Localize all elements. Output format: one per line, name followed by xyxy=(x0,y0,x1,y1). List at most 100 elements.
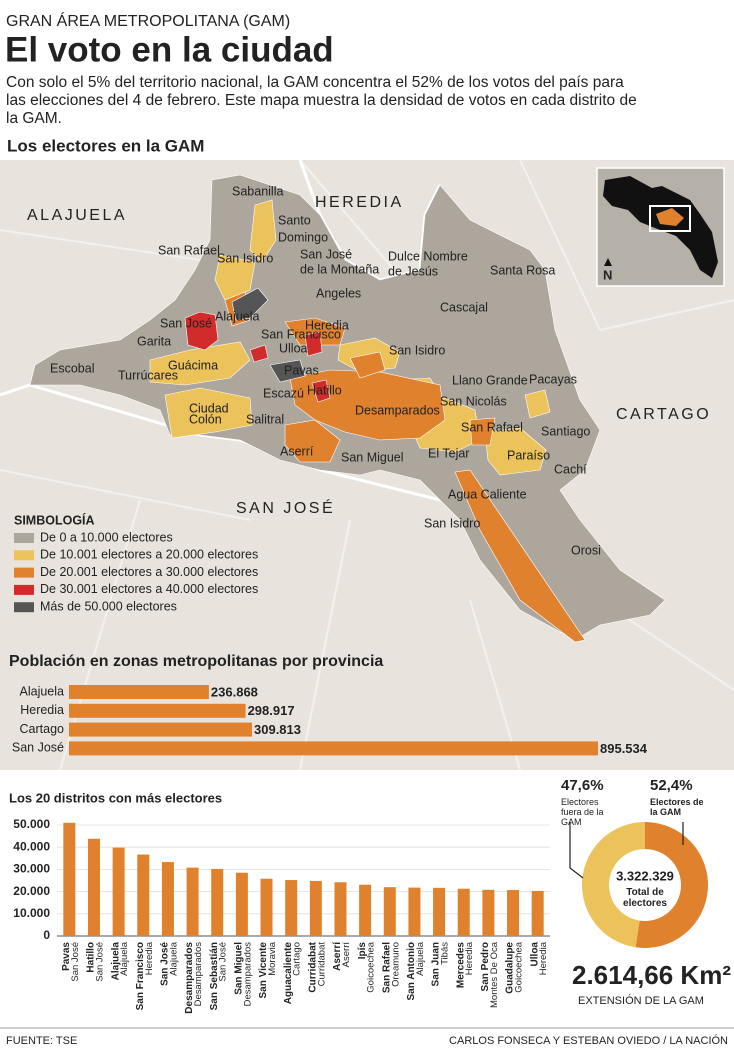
x-tick-label: Aguacaliente xyxy=(283,942,294,1005)
map-region xyxy=(184,311,219,351)
map-region xyxy=(484,427,547,476)
legend-label: De 0 a 10.000 electores xyxy=(40,530,173,544)
x-tick-sublabel: Aserrí xyxy=(341,942,352,968)
map-region xyxy=(249,344,269,363)
legend-title: SIMBOLOGÍA xyxy=(14,512,95,527)
intro-line: la GAM. xyxy=(6,110,62,127)
x-tick-label: Ipís xyxy=(357,942,368,960)
x-tick-sublabel: Curridabat xyxy=(316,942,327,987)
bar xyxy=(531,890,544,936)
bar xyxy=(260,878,273,936)
bar xyxy=(211,868,224,936)
province-label: HEREDIA xyxy=(315,194,404,211)
legend-label: De 20.001 electores a 30.000 electores xyxy=(40,565,258,579)
map-region xyxy=(524,389,551,419)
donut-center-label: Total de electores xyxy=(623,887,667,909)
district-label: Guácima xyxy=(168,358,218,372)
x-tick-sublabel: Alajuela xyxy=(168,941,179,976)
district-label: Desamparados xyxy=(355,403,440,417)
bar-category: Heredia xyxy=(20,703,64,717)
map-region xyxy=(311,379,331,403)
district-label: San Rafael xyxy=(158,243,220,257)
x-tick-sublabel: San José xyxy=(94,942,105,982)
x-tick-sublabel: Montes De Oca xyxy=(489,941,500,1008)
intro-line: las elecciones del 4 de febrero. Este ma… xyxy=(6,92,637,109)
map-road xyxy=(599,299,734,331)
bar xyxy=(457,888,470,936)
x-tick-label: San Vicente xyxy=(258,942,269,999)
x-tick-sublabel: Alajuela xyxy=(415,941,426,976)
district-label: Pavas xyxy=(284,363,319,377)
value-label: 298.917 xyxy=(248,703,295,718)
x-tick-label: San Antonio xyxy=(406,942,417,1001)
district-label: Cachí xyxy=(554,462,587,476)
bar xyxy=(507,890,520,936)
legend-swatch xyxy=(14,584,34,595)
district-label: San Rafael xyxy=(461,420,523,434)
district-label: Garita xyxy=(137,334,171,348)
bar xyxy=(112,847,125,936)
inset-highlight xyxy=(649,205,691,232)
x-tick-sublabel: Goicoechea xyxy=(514,941,525,992)
bar xyxy=(69,741,598,756)
bar xyxy=(69,703,246,718)
legend-swatch xyxy=(14,567,34,578)
x-tick-label: Aserrí xyxy=(332,941,343,971)
bar xyxy=(359,884,372,936)
bar-category: San José xyxy=(12,741,64,755)
district-label: Paraíso xyxy=(507,448,550,462)
bar-category: Alajuela xyxy=(20,684,65,698)
x-tick-sublabel: San José xyxy=(70,942,81,982)
x-tick-label: Alajuela xyxy=(110,942,121,981)
y-tick-label: 10.000 xyxy=(13,906,50,920)
x-tick-sublabel: Heredia xyxy=(464,941,475,975)
district-label: San Isidro xyxy=(424,516,480,530)
map-region xyxy=(349,351,386,379)
value-label: 895.534 xyxy=(600,741,648,756)
y-tick-label: 50.000 xyxy=(13,817,50,831)
district-label: Agua Caliente xyxy=(448,487,527,501)
x-tick-label: Ulloa xyxy=(529,942,540,967)
bar xyxy=(235,872,248,936)
x-tick-label: Pavas xyxy=(61,942,72,971)
x-tick-label: San Miguel xyxy=(234,942,245,995)
footer-credit: CARLOS FONSECA Y ESTEBAN OVIEDO / LA NAC… xyxy=(449,1034,728,1047)
district-label: Llano Grande xyxy=(452,373,528,387)
donut-slice xyxy=(582,822,645,948)
district-label: San Isidro xyxy=(217,251,273,265)
district-label: Cascajal xyxy=(440,300,488,314)
x-tick-label: Desamparados xyxy=(184,942,195,1014)
x-tick-sublabel: Alajuela xyxy=(119,941,130,976)
district-label: Santa Rosa xyxy=(490,263,555,277)
legend-label: De 10.001 electores a 20.000 electores xyxy=(40,548,258,562)
map-road xyxy=(0,229,201,261)
district-label: Angeles xyxy=(316,286,361,300)
donut-category: Electores fuera de la GAM xyxy=(561,797,604,827)
x-tick-label: Guadalupe xyxy=(505,942,516,994)
province-label: CARTAGO xyxy=(616,406,711,423)
north-arrow xyxy=(604,258,612,266)
map-region xyxy=(469,417,496,446)
map-region xyxy=(231,287,269,321)
district-label: Turrúcares xyxy=(118,368,178,382)
bar xyxy=(69,685,209,699)
district-label: San Miguel xyxy=(341,450,404,464)
district-label: Pacayas xyxy=(529,372,577,386)
map-region xyxy=(164,387,253,439)
district-label: Aserrí xyxy=(280,444,314,458)
bar xyxy=(334,882,347,936)
x-tick-sublabel: Moravia xyxy=(267,941,278,976)
x-tick-label: Mercedes xyxy=(455,942,466,989)
chart-title: Población en zonas metropolitanas por pr… xyxy=(9,653,383,670)
x-tick-sublabel: San José xyxy=(218,942,229,982)
map-title: Los electores en la GAM xyxy=(7,136,204,155)
legend-label: Más de 50.000 electores xyxy=(40,599,177,613)
district-label: Dulce Nombre xyxy=(388,249,468,263)
x-tick-sublabel: Cartago xyxy=(292,942,303,976)
bar xyxy=(137,854,150,936)
district-label: Ulloa xyxy=(279,341,308,355)
x-tick-label: San Francisco xyxy=(135,942,146,1010)
x-tick-label: San Juan xyxy=(431,942,442,986)
district-label: Santo xyxy=(278,213,311,227)
